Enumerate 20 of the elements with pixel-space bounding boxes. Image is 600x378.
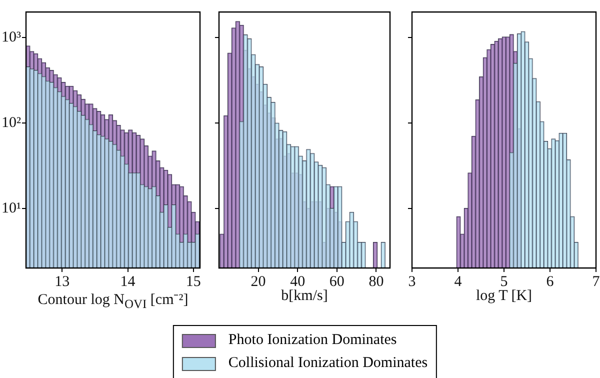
y-tick-label: 10² [2,114,22,131]
y-tick-label: 10¹ [2,200,21,216]
x-tick-label: 40 [290,274,306,290]
x-axis-title: Contour log N$_{OVI}$ [cm⁻²] [38,291,188,312]
x-tick-label: 5 [500,274,508,290]
legend-label: Photo Ionization Dominates [228,332,397,349]
x-tick-label: 60 [329,274,344,290]
x-tick-label: 14 [120,274,136,290]
x-tick-label: 13 [54,274,70,290]
x-axis-title: log T [K] [476,288,532,305]
y-tick-label: 10³ [2,30,22,46]
x-axis-title: b[km/s] [281,288,328,305]
x-tick-label: 4 [454,274,462,290]
x-tick-label: 20 [250,274,266,290]
x-tick-label: 7 [592,274,600,290]
legend-label: Collisional Ionization Dominates [228,355,428,372]
x-tick-label: 80 [368,274,384,290]
x-tick-label: 6 [546,274,554,290]
x-tick-label: 15 [186,274,201,290]
x-tick-label: 3 [408,274,416,290]
